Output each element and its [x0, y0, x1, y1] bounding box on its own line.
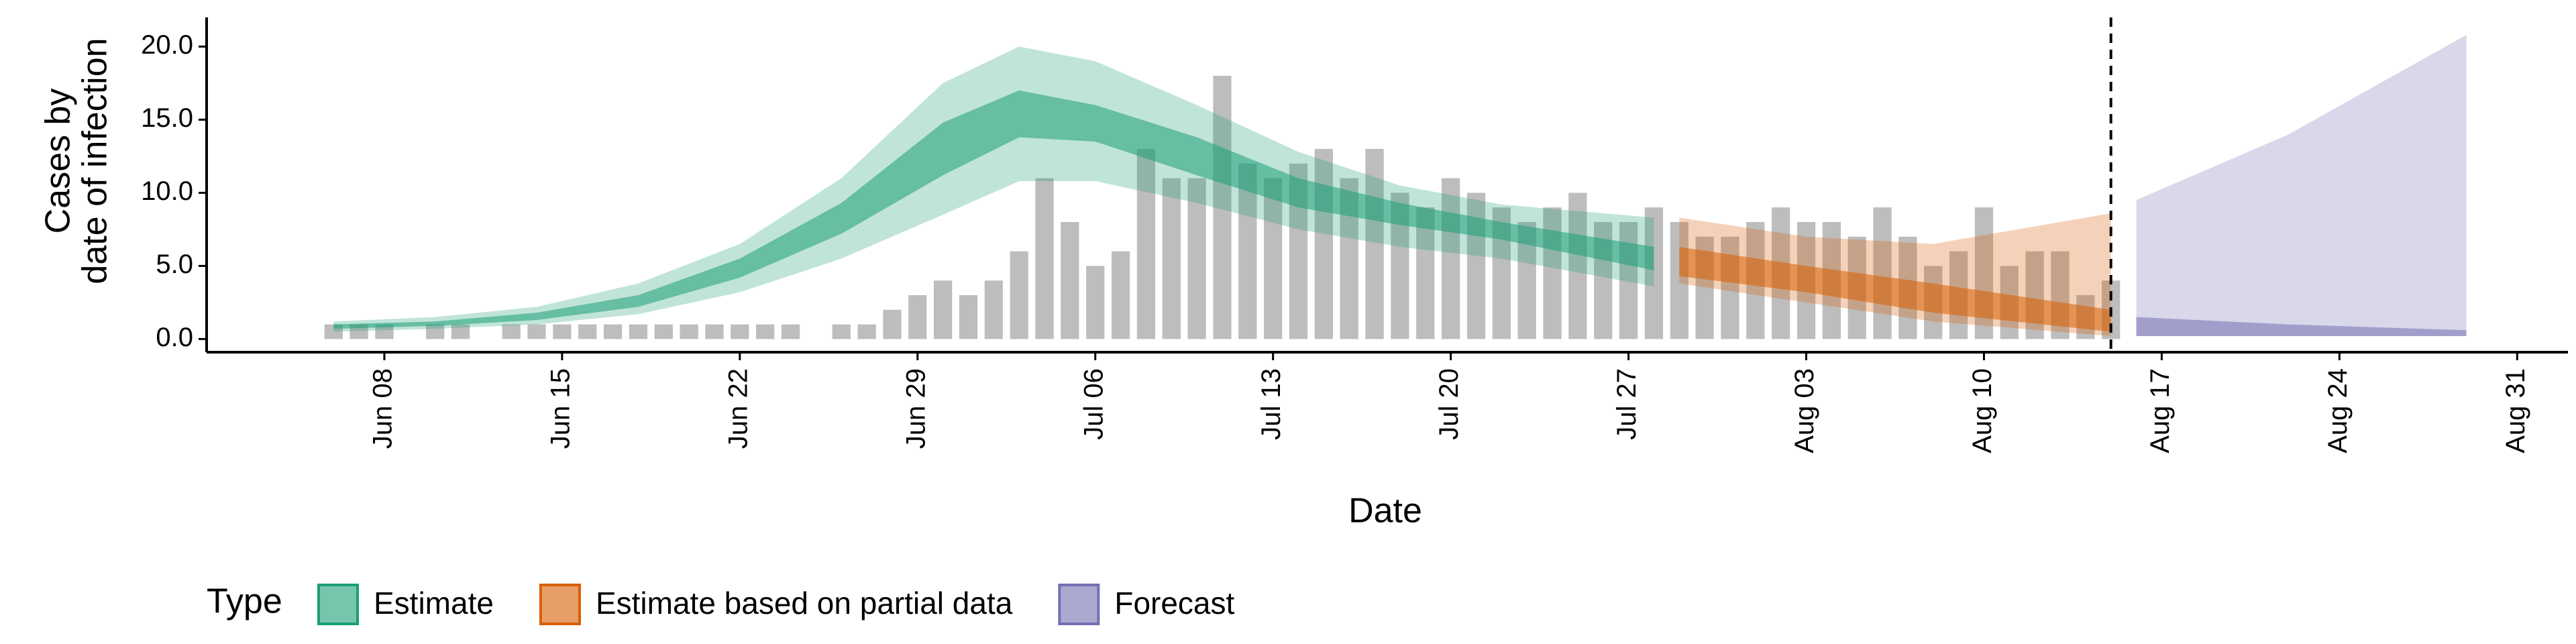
- bar: [1644, 207, 1664, 339]
- bar: [1010, 251, 1028, 339]
- x-tick-label: Aug 17: [2145, 368, 2175, 453]
- y-axis-title: date of infection: [76, 38, 115, 284]
- x-tick-label: Jul 20: [1434, 368, 1464, 440]
- y-tick-label: 5.0: [156, 250, 193, 279]
- bar: [832, 324, 851, 339]
- bar: [1619, 221, 1638, 339]
- bar: [451, 324, 470, 339]
- bar: [781, 324, 800, 339]
- bar: [1670, 221, 1688, 339]
- legend-title: Type: [207, 582, 282, 621]
- bar: [1111, 251, 1130, 339]
- bar: [1061, 221, 1079, 339]
- x-tick-label: Jul 13: [1256, 368, 1286, 440]
- bar: [756, 324, 775, 339]
- bar: [731, 324, 749, 339]
- ribbon-90: [2136, 34, 2467, 337]
- bar: [1213, 76, 1232, 339]
- legend-label: Estimate: [374, 586, 494, 621]
- y-tick-label: 10.0: [141, 176, 193, 206]
- bar: [1441, 178, 1460, 339]
- bar: [426, 324, 445, 339]
- bar: [1187, 178, 1206, 339]
- bar: [1568, 193, 1587, 339]
- x-tick-label: Jun 29: [901, 368, 930, 449]
- y-tick-label: 0.0: [156, 323, 193, 352]
- bar: [984, 280, 1003, 339]
- legend-label: Estimate based on partial data: [596, 586, 1013, 621]
- x-tick-label: Jul 27: [1612, 368, 1642, 440]
- bar: [553, 324, 572, 339]
- y-axis-title: Cases by: [39, 89, 78, 234]
- bar: [1314, 149, 1334, 339]
- bar: [1086, 266, 1105, 339]
- x-tick-label: Aug 03: [1790, 368, 1819, 453]
- bar: [959, 294, 978, 339]
- ribbon-50: [2136, 317, 2467, 337]
- bar: [1136, 149, 1156, 339]
- bar: [1035, 178, 1054, 339]
- bar: [908, 294, 927, 339]
- bar: [375, 324, 394, 339]
- legend-key: [1058, 584, 1100, 625]
- x-tick-label: Jun 22: [723, 368, 753, 449]
- bar: [654, 324, 673, 339]
- x-tick-label: Aug 24: [2323, 368, 2353, 453]
- x-tick-label: Jul 06: [1079, 368, 1108, 440]
- bar: [705, 324, 724, 339]
- y-tick-label: 20.0: [141, 30, 193, 60]
- legend-label: Forecast: [1114, 586, 1234, 621]
- ribbon-90: [333, 46, 1654, 332]
- x-tick-label: Jun 15: [545, 368, 575, 449]
- bar: [1162, 178, 1181, 339]
- bar: [857, 324, 876, 339]
- bar: [680, 324, 698, 339]
- bar: [1264, 178, 1283, 339]
- ribbon-50: [333, 90, 1654, 329]
- bar: [2025, 251, 2044, 339]
- y-tick-label: 15.0: [141, 103, 193, 133]
- bar: [1873, 207, 1892, 339]
- x-tick-label: Jun 08: [368, 368, 398, 449]
- ribbon-50: [1679, 247, 2111, 332]
- x-axis-title: Date: [1348, 492, 1422, 531]
- legend-key: [317, 584, 359, 625]
- bar: [527, 324, 546, 339]
- x-tick-label: Aug 31: [2501, 368, 2530, 453]
- bar: [629, 324, 648, 339]
- bar: [883, 309, 902, 339]
- bar: [934, 280, 953, 339]
- x-tick-label: Aug 10: [1968, 368, 1997, 453]
- legend-key: [539, 584, 581, 625]
- bar: [1365, 149, 1384, 339]
- bar: [603, 324, 623, 339]
- bar: [578, 324, 597, 339]
- bar: [502, 324, 521, 339]
